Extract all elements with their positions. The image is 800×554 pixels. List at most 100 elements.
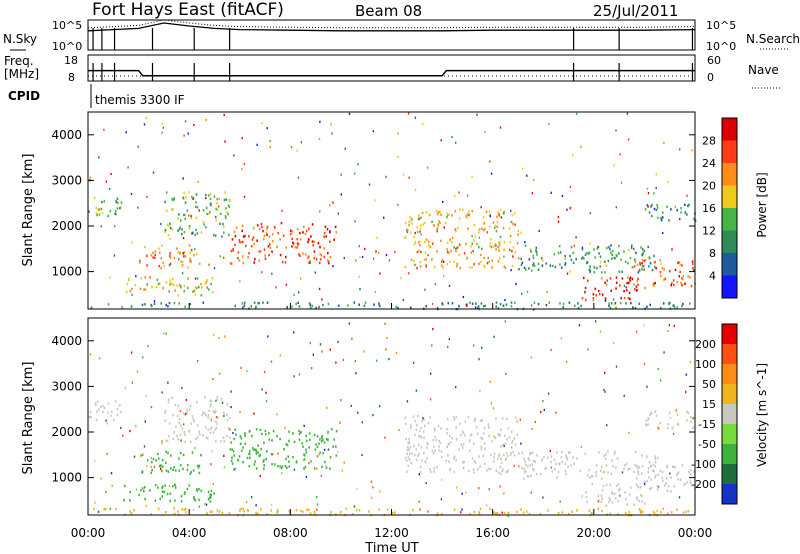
scatter-point [317,242,320,245]
scatter-point [131,287,133,291]
scatter-point [179,251,182,254]
scatter-point [615,276,618,279]
scatter-point [606,279,608,282]
scatter-point [379,490,381,493]
scatter-point [184,201,187,204]
scatter-point [453,260,456,263]
scatter-point [523,457,525,461]
scatter-point [205,119,207,122]
scatter-point [569,185,572,188]
power-panel-frame [87,111,696,310]
scatter-point [171,277,174,281]
scatter-point [300,509,302,513]
scatter-point [249,429,251,433]
scatter-point [592,293,595,296]
scatter-point [615,365,618,368]
scatter-point [660,306,662,310]
scatter-point [271,233,274,236]
scatter-point [641,500,644,503]
scatter-point [145,117,148,120]
scatter-point [280,467,283,470]
scatter-point [458,243,461,246]
scatter-point [490,402,493,405]
scatter-point [140,489,142,492]
scatter-point [424,240,426,244]
scatter-point [292,432,294,435]
scatter-point [473,510,476,513]
scatter-point [316,435,319,438]
scatter-point [418,434,420,438]
scatter-point [241,168,243,171]
scatter-point [241,302,244,305]
scatter-point [641,258,644,262]
scatter-point [182,412,185,415]
scatter-point [183,289,185,293]
scatter-point [331,132,333,135]
scatter-point [481,247,483,250]
scatter-point [304,253,307,256]
scatter-point [528,512,531,516]
scatter-point [493,452,496,456]
scatter-point [271,272,273,275]
scatter-point [95,212,98,215]
scatter-point [499,434,501,437]
scatter-point [604,457,607,460]
scatter-point [258,259,261,262]
scatter-point [198,262,201,265]
scatter-point [146,283,148,286]
scatter-point [164,511,167,514]
scatter-point [181,508,183,511]
scatter-point [404,456,407,460]
scatter-point [218,197,220,200]
scatter-point [307,240,309,244]
scatter-point [385,253,388,257]
scatter-point [448,434,451,438]
scatter-point [608,246,610,249]
scatter-point [305,475,308,478]
scatter-point [505,471,507,474]
scatter-point [588,251,591,254]
scatter-point [593,266,596,270]
scatter-point [615,306,617,310]
nsky-tick-top: 10^5 [52,19,82,32]
scatter-point [556,451,558,454]
scatter-point [309,259,311,263]
scatter-point [633,503,636,506]
scatter-point [318,453,320,456]
scatter-point [420,426,422,430]
scatter-point [409,215,411,219]
scatter-point [408,223,410,227]
scatter-point [164,200,166,204]
scatter-point [188,484,191,487]
scatter-point [171,198,173,201]
scatter-point [679,270,681,273]
scatter-point [687,510,690,513]
scatter-point [407,112,410,115]
scatter-point [298,253,300,256]
scatter-point [640,493,642,497]
x-tick-label: 16:00 [475,526,510,540]
x-tick-label: 12:00 [374,526,409,540]
scatter-point [492,221,495,224]
scatter-point [646,305,648,308]
scatter-point [647,470,649,474]
scatter-point [222,222,224,226]
scatter-point [90,306,93,309]
scatter-point [541,458,543,462]
scatter-point [306,439,308,442]
scatter-point [672,279,675,282]
scatter-point [137,145,139,148]
scatter-point [500,445,502,448]
scatter-point [427,244,430,247]
scatter-point [188,214,190,217]
scatter-point [182,196,185,199]
scatter-point [348,322,351,325]
scatter-point [496,215,498,218]
scatter-point [270,360,273,363]
scatter-point [370,480,373,483]
scatter-point [176,434,178,438]
scatter-point [292,456,294,459]
beam-title: Beam 08 [355,2,422,20]
scatter-point [200,489,203,492]
scatter-point [143,288,145,291]
